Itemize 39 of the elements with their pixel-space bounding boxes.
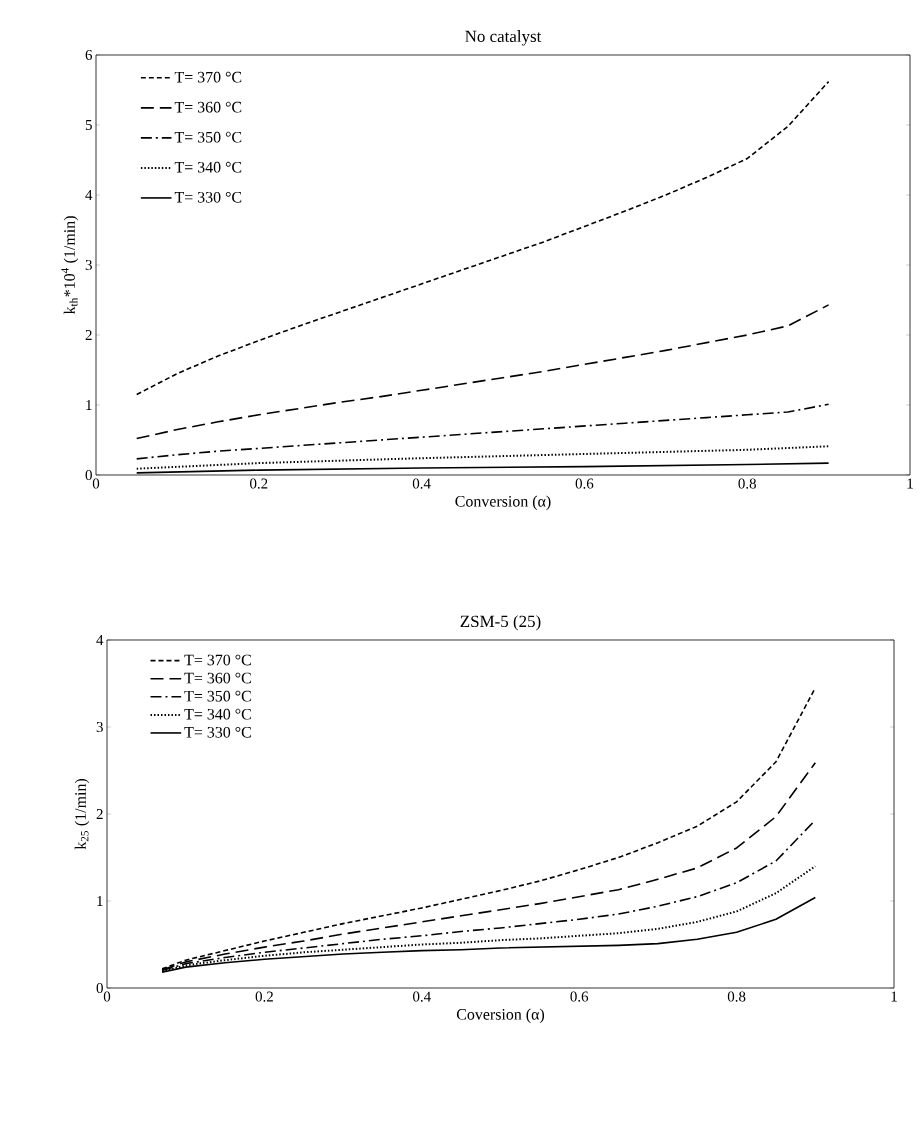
y-tick-label: 6: [85, 49, 93, 60]
x-tick-label: 0.4: [412, 478, 431, 489]
y-tick-label: 3: [96, 721, 103, 733]
y-tick-label: 4: [96, 635, 104, 645]
chart-title: No catalyst: [465, 30, 542, 46]
x-tick-label: 1: [907, 478, 913, 489]
x-tick-label: 1: [891, 991, 897, 1002]
x-tick-label: 0.6: [575, 478, 594, 489]
x-tick-label: 0.8: [738, 478, 756, 489]
y-tick-label: 5: [85, 120, 92, 130]
x-tick-label: 0.2: [250, 478, 268, 489]
legend-label: T= 360 °C: [174, 101, 242, 113]
x-axis-title: Coversion (α): [456, 1008, 545, 1023]
y-tick-label: 3: [85, 259, 92, 271]
legend-label: T= 340 °C: [174, 161, 242, 173]
x-tick-label: 0.8: [727, 991, 746, 1002]
legend-label: T= 360 °C: [184, 672, 251, 684]
x-tick-label: 0: [103, 991, 111, 1002]
chart-title: ZSM-5 (25): [460, 615, 541, 631]
legend-label: T= 370 °C: [184, 654, 251, 666]
y-tick-label: 0: [85, 469, 92, 481]
x-tick-label: 0.6: [570, 991, 589, 1002]
y-tick-label: 1: [97, 896, 103, 906]
y-axis-title: k$_{th}$*10$^{4}$ (1/min): [61, 216, 79, 315]
x-tick-label: 0.2: [255, 991, 273, 1002]
y-tick-label: 2: [85, 330, 92, 340]
y-axis-title: k$_{25}$ (1/min): [74, 778, 90, 850]
y-tick-label: 2: [96, 809, 103, 819]
legend-label: T= 340 °C: [184, 708, 251, 720]
legend-label: T= 350 °C: [174, 131, 242, 143]
legend-label: T= 370 °C: [174, 71, 242, 83]
legend-label: T= 350 °C: [184, 690, 251, 702]
legend-label: T= 330 °C: [184, 726, 251, 738]
y-tick-label: 4: [85, 190, 93, 200]
y-tick-label: 0: [96, 982, 103, 994]
x-axis-title: Conversion (α): [455, 495, 551, 510]
x-tick-label: 0.4: [413, 991, 431, 1002]
y-tick-label: 1: [86, 400, 92, 410]
legend-label: T= 330 °C: [174, 191, 242, 203]
